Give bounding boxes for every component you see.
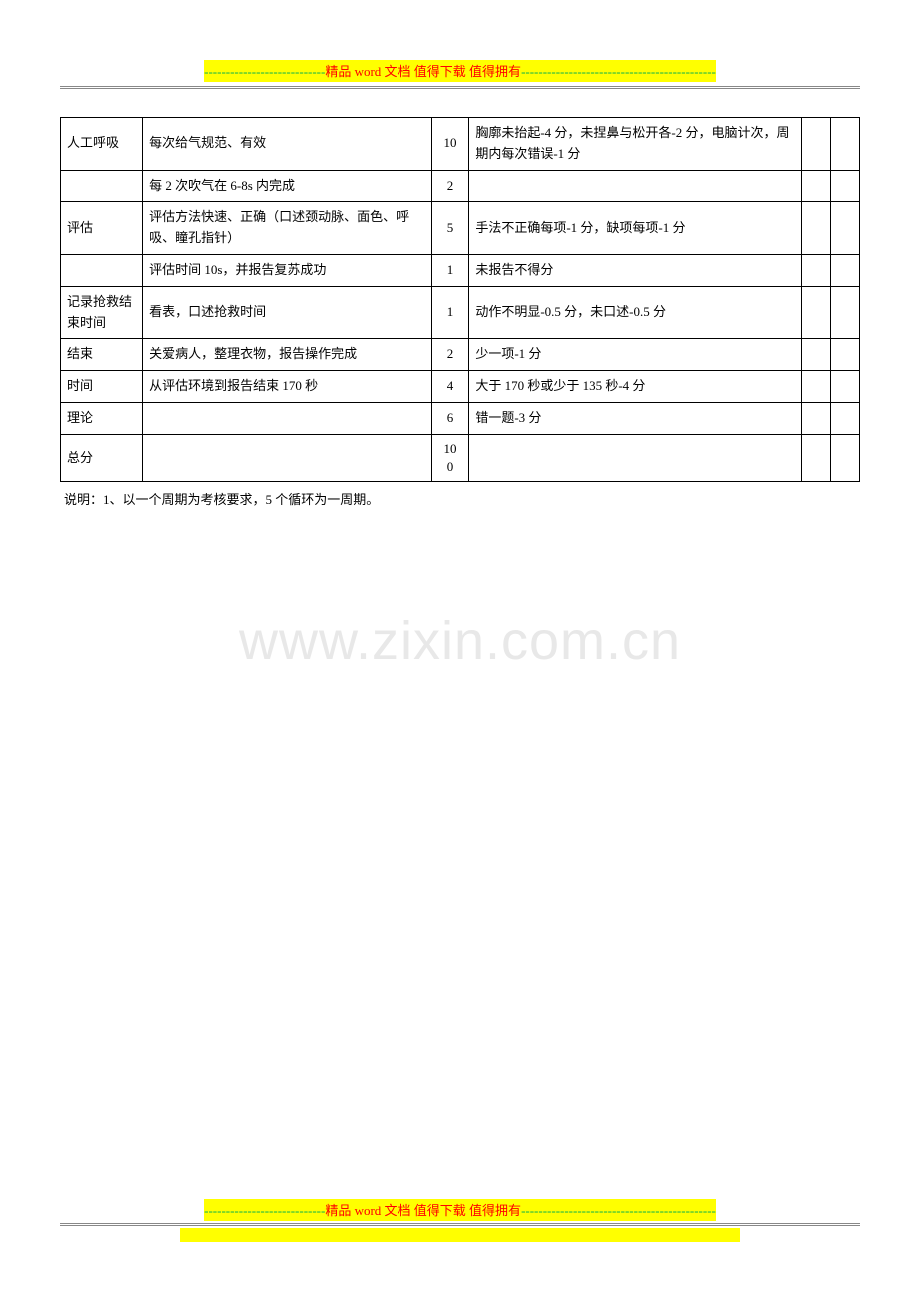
cell-extra2 bbox=[831, 371, 860, 403]
cell-item: 结束 bbox=[61, 339, 143, 371]
cell-item: 记录抢救结束时间 bbox=[61, 286, 143, 339]
cell-deduct: 大于 170 秒或少于 135 秒-4 分 bbox=[469, 371, 802, 403]
cell-deduct: 未报告不得分 bbox=[469, 254, 802, 286]
cell-deduct: 少一项-1 分 bbox=[469, 339, 802, 371]
cell-desc: 关爱病人，整理衣物，报告操作完成 bbox=[143, 339, 432, 371]
banner-dash-right: ----------------------------------------… bbox=[521, 64, 716, 79]
cell-score: 100 bbox=[431, 434, 469, 481]
cell-deduct: 手法不正确每项-1 分，缺项每项-1 分 bbox=[469, 202, 802, 255]
cell-score: 1 bbox=[431, 286, 469, 339]
cell-extra2 bbox=[831, 170, 860, 202]
cell-desc: 看表，口述抢救时间 bbox=[143, 286, 432, 339]
table-row: 人工呼吸 每次给气规范、有效 10 胸廓未抬起-4 分，未捏鼻与松开各-2 分，… bbox=[61, 118, 860, 171]
cell-extra1 bbox=[802, 118, 831, 171]
cell-score: 5 bbox=[431, 202, 469, 255]
cell-item bbox=[61, 170, 143, 202]
cell-score: 10 bbox=[431, 118, 469, 171]
cell-extra1 bbox=[802, 254, 831, 286]
cell-score: 2 bbox=[431, 339, 469, 371]
banner-dash-right: ----------------------------------------… bbox=[521, 1203, 716, 1218]
cell-extra1 bbox=[802, 286, 831, 339]
table-row: 每 2 次吹气在 6-8s 内完成 2 bbox=[61, 170, 860, 202]
footer: ----------------------------精品 word 文档 值… bbox=[60, 1199, 860, 1242]
cell-desc: 评估时间 10s，并报告复苏成功 bbox=[143, 254, 432, 286]
cell-score: 1 bbox=[431, 254, 469, 286]
table-row: 记录抢救结束时间 看表，口述抢救时间 1 动作不明显-0.5 分，未口述-0.5… bbox=[61, 286, 860, 339]
table-row: 评估时间 10s，并报告复苏成功 1 未报告不得分 bbox=[61, 254, 860, 286]
cell-desc: 从评估环境到报告结束 170 秒 bbox=[143, 371, 432, 403]
cell-desc: 每次给气规范、有效 bbox=[143, 118, 432, 171]
watermark-text: www.zixin.com.cn bbox=[0, 610, 920, 672]
cell-item: 人工呼吸 bbox=[61, 118, 143, 171]
top-rule bbox=[60, 86, 860, 89]
cell-deduct: 动作不明显-0.5 分，未口述-0.5 分 bbox=[469, 286, 802, 339]
note-text: 说明：1、以一个周期为考核要求，5 个循环为一周期。 bbox=[60, 490, 860, 511]
banner-dash-left: ---------------------------- bbox=[204, 1203, 325, 1218]
cell-item: 理论 bbox=[61, 402, 143, 434]
banner-dash-left: ---------------------------- bbox=[204, 64, 325, 79]
cell-extra1 bbox=[802, 371, 831, 403]
cell-item: 时间 bbox=[61, 371, 143, 403]
top-banner: ----------------------------精品 word 文档 值… bbox=[60, 60, 860, 82]
cell-extra2 bbox=[831, 434, 860, 481]
cell-deduct: 胸廓未抬起-4 分，未捏鼻与松开各-2 分，电脑计次，周期内每次错误-1 分 bbox=[469, 118, 802, 171]
cell-extra2 bbox=[831, 254, 860, 286]
cell-extra1 bbox=[802, 434, 831, 481]
table-row: 理论 6 错一题-3 分 bbox=[61, 402, 860, 434]
cell-deduct bbox=[469, 170, 802, 202]
footer-banner: ----------------------------精品 word 文档 值… bbox=[60, 1199, 860, 1221]
cell-item bbox=[61, 254, 143, 286]
table-row: 结束 关爱病人，整理衣物，报告操作完成 2 少一项-1 分 bbox=[61, 339, 860, 371]
cell-extra2 bbox=[831, 339, 860, 371]
footer-rule bbox=[60, 1223, 860, 1226]
cell-extra1 bbox=[802, 402, 831, 434]
cell-score: 4 bbox=[431, 371, 469, 403]
footer-yellow-bar bbox=[180, 1228, 740, 1242]
cell-score: 2 bbox=[431, 170, 469, 202]
cell-extra2 bbox=[831, 118, 860, 171]
cell-desc: 每 2 次吹气在 6-8s 内完成 bbox=[143, 170, 432, 202]
scoring-table: 人工呼吸 每次给气规范、有效 10 胸廓未抬起-4 分，未捏鼻与松开各-2 分，… bbox=[60, 117, 860, 482]
banner-text: 精品 word 文档 值得下载 值得拥有 bbox=[325, 1203, 521, 1218]
table-row: 时间 从评估环境到报告结束 170 秒 4 大于 170 秒或少于 135 秒-… bbox=[61, 371, 860, 403]
cell-desc: 评估方法快速、正确（口述颈动脉、面色、呼吸、瞳孔指针） bbox=[143, 202, 432, 255]
cell-item: 总分 bbox=[61, 434, 143, 481]
cell-extra2 bbox=[831, 402, 860, 434]
table-row: 总分 100 bbox=[61, 434, 860, 481]
cell-deduct bbox=[469, 434, 802, 481]
cell-extra1 bbox=[802, 170, 831, 202]
page-content: ----------------------------精品 word 文档 值… bbox=[0, 0, 920, 511]
cell-desc bbox=[143, 402, 432, 434]
table-row: 评估 评估方法快速、正确（口述颈动脉、面色、呼吸、瞳孔指针） 5 手法不正确每项… bbox=[61, 202, 860, 255]
cell-extra1 bbox=[802, 339, 831, 371]
banner-text: 精品 word 文档 值得下载 值得拥有 bbox=[325, 64, 521, 79]
cell-item: 评估 bbox=[61, 202, 143, 255]
cell-deduct: 错一题-3 分 bbox=[469, 402, 802, 434]
cell-extra2 bbox=[831, 286, 860, 339]
cell-extra1 bbox=[802, 202, 831, 255]
cell-score: 6 bbox=[431, 402, 469, 434]
cell-desc bbox=[143, 434, 432, 481]
cell-extra2 bbox=[831, 202, 860, 255]
